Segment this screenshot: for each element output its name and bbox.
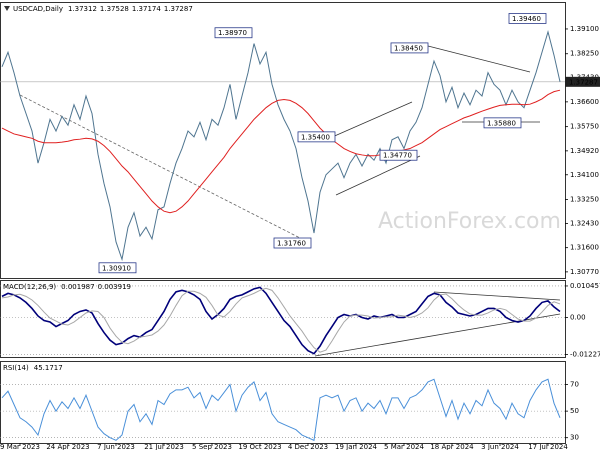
panel-header: USDCAD,Daily 1.37312 1.37528 1.37174 1.37287	[13, 5, 193, 13]
rsi-panel	[0, 361, 566, 444]
annotation-box	[483, 117, 522, 129]
y-tick-label: 1.35750	[570, 123, 599, 131]
annotation-box	[273, 237, 312, 249]
x-tick-label: 17 Jul 2024	[528, 443, 568, 450]
y-tick-label: 50	[570, 407, 579, 415]
header-value: 1.37174	[132, 5, 161, 13]
x-tick-label: 3 Jun 2024	[481, 443, 519, 450]
header-value: 0.001987	[61, 283, 94, 291]
annotation-label: 1.30910	[102, 264, 131, 272]
macd-trend-line	[433, 291, 561, 301]
panel-header: MACD(12,26,9) 0.001987 0.003919	[3, 283, 131, 291]
header-icon	[4, 6, 10, 11]
annotation-label: 1.31760	[277, 240, 306, 248]
annotation-box	[98, 262, 137, 274]
panel-title: USDCAD,Daily	[13, 5, 63, 13]
y-tick-label: 1.30770	[570, 268, 599, 276]
panel-title: RSI(14)	[3, 364, 29, 372]
series-line	[1, 287, 561, 353]
y-tick-label: 1.31600	[570, 244, 599, 252]
x-tick-label: 9 Mar 2023	[0, 443, 40, 450]
x-tick-label: 4 Dec 2023	[288, 443, 328, 450]
y-tick-label: -0.012276	[570, 351, 600, 359]
channel-line	[329, 101, 413, 139]
annotation-box	[214, 27, 253, 39]
macd-panel	[0, 280, 566, 358]
annotation-label: 1.34770	[383, 152, 412, 160]
annotation-box	[390, 42, 429, 54]
y-tick-label: 1.38250	[570, 50, 599, 58]
triangle-line	[427, 45, 531, 73]
x-tick-label: 7 Jun 2023	[97, 443, 135, 450]
y-tick-label: 1.33250	[570, 196, 599, 204]
series-line	[1, 378, 561, 442]
series-line	[1, 89, 561, 214]
y-tick-label: 1.34100	[570, 171, 599, 179]
last-price-tag	[565, 76, 600, 87]
header-value: 45.1717	[34, 364, 63, 372]
header-value: 1.37528	[100, 5, 129, 13]
annotation-label: 1.35400	[301, 133, 330, 141]
watermark: ActionForex.com	[378, 209, 561, 234]
last-price-label: 1.37287	[569, 78, 598, 86]
header-value: 1.37312	[68, 5, 97, 13]
y-tick-label: 0.010457	[570, 282, 600, 290]
annotation-label: 1.35880	[487, 119, 516, 127]
trend-line	[19, 94, 301, 239]
y-tick-label: 1.39100	[570, 25, 599, 33]
series-line	[1, 286, 561, 355]
y-tick-label: 30	[570, 434, 579, 442]
annotation-label: 1.39460	[512, 15, 541, 23]
panel-header: RSI(14) 45.1717	[3, 364, 63, 372]
y-tick-label: 70	[570, 381, 579, 389]
x-tick-label: 5 Mar 2024	[384, 443, 424, 450]
x-tick-label: 5 Sep 2023	[192, 443, 232, 450]
annotation-label: 1.38450	[394, 44, 423, 52]
panel-title: MACD(12,26,9)	[3, 283, 56, 291]
y-tick-label: 1.34920	[570, 147, 599, 155]
y-tick-label: 1.36600	[570, 98, 599, 106]
header-value: 0.003919	[98, 283, 131, 291]
x-tick-label: 21 Jul 2023	[144, 443, 184, 450]
header-value: 1.37287	[164, 5, 193, 13]
x-tick-label: 18 Apr 2024	[430, 443, 474, 450]
y-tick-label: 1.32430	[570, 219, 599, 227]
x-tick-label: 19 Jan 2024	[335, 443, 378, 450]
channel-line	[335, 155, 421, 196]
annotation-box	[508, 13, 547, 24]
annotation-box	[379, 149, 418, 161]
y-tick-label: 0.00	[570, 313, 586, 321]
annotation-label: 1.38970	[218, 29, 247, 37]
annotation-box	[297, 131, 336, 143]
series-line	[1, 29, 561, 262]
price-panel	[0, 2, 566, 279]
x-tick-label: 19 Oct 2023	[238, 443, 281, 450]
x-tick-label: 24 Apr 2023	[46, 443, 89, 450]
